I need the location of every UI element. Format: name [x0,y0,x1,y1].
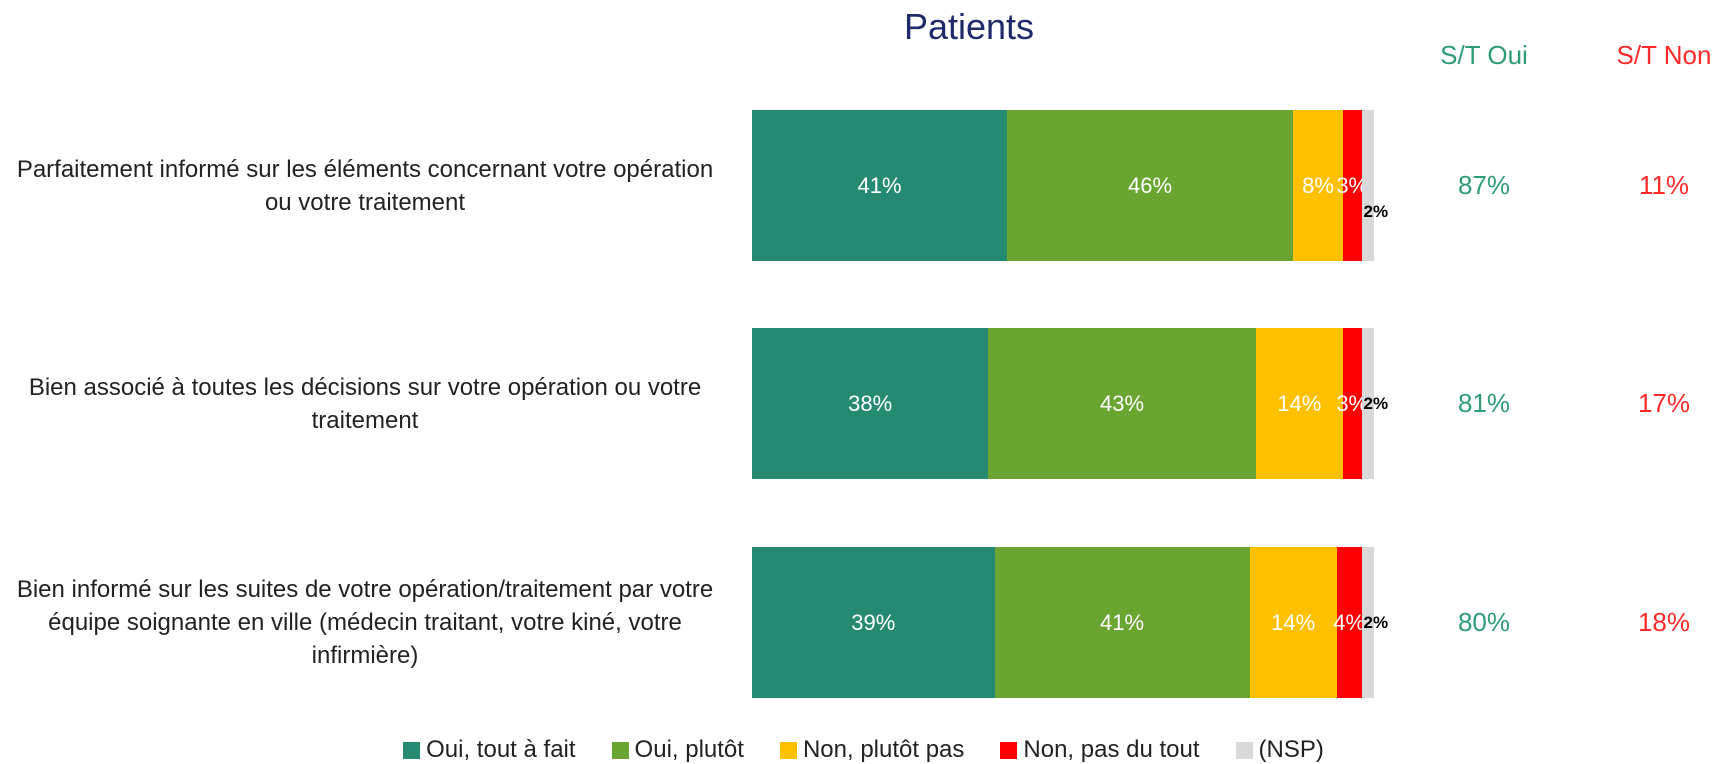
summary-value: 87% [1457,169,1511,200]
bar-segment [1336,547,1362,698]
legend-item: (NSP) [1235,736,1324,764]
category-label: Bien informé sur les suites de votre opé… [16,576,714,669]
data-label: 4% [1333,609,1365,635]
bar-segment [1007,110,1294,261]
data-label: 2% [1363,201,1389,221]
legend-item: Non, plutôt pas [779,736,965,764]
category-label: Parfaitement informé sur les éléments co… [16,155,714,216]
legend-swatch [1235,741,1253,759]
summary-value: 17% [1637,387,1691,418]
data-label: 46% [1128,172,1173,198]
data-label: 14% [1271,609,1316,635]
bar-segment [752,328,989,479]
legend-label: Non, plutôt pas [802,736,965,763]
column-header: S/T Non [1616,40,1712,70]
summary-value: 81% [1457,387,1511,418]
summary-value: 18% [1637,606,1691,637]
bar-segment [1255,328,1343,479]
data-label: 3% [1336,172,1369,198]
legend-item: Oui, tout à fait [403,736,576,764]
chart-title: Patients [903,6,1035,47]
legend-label: Oui, plutôt [634,736,744,763]
data-label: 14% [1277,390,1322,416]
data-label: 2% [1363,612,1389,632]
bar-segment [1361,328,1374,479]
data-label: 2% [1363,393,1389,413]
legend: Oui, tout à fait Oui, plutôt Non, plutôt p… [0,736,1727,764]
data-label: 43% [1100,390,1145,416]
legend-swatch [611,741,629,759]
category-label: Bien associé à toutes les décisions sur … [28,373,702,434]
legend-item: Oui, plutôt [611,736,744,764]
bar-segment [752,547,995,698]
legend-label: (NSP) [1258,736,1324,763]
legend-swatch [403,741,421,759]
legend-swatch [1000,741,1018,759]
summary-value: 80% [1457,606,1511,637]
legend-label: Oui, tout à fait [426,736,576,763]
column-header: S/T Oui [1440,40,1528,70]
legend-label: Non, pas du tout [1023,736,1200,763]
data-label: 8% [1302,172,1334,198]
legend-swatch [779,741,797,759]
data-label: 38% [848,390,893,416]
bar-segment [1342,110,1362,261]
bar-segment [1293,110,1343,261]
data-label: 39% [851,609,896,635]
bar-segment [1361,547,1374,698]
data-label: 41% [857,172,902,198]
legend-item: Non, pas du tout [1000,736,1200,764]
bar-segment [1361,110,1374,261]
bar-segment [752,110,1008,261]
bar-segment [1342,328,1362,479]
data-label: 41% [1100,609,1145,635]
bar-segment [988,328,1256,479]
bar-segment [994,547,1250,698]
bar-segment [1249,547,1337,698]
summary-value: 11% [1638,169,1690,200]
